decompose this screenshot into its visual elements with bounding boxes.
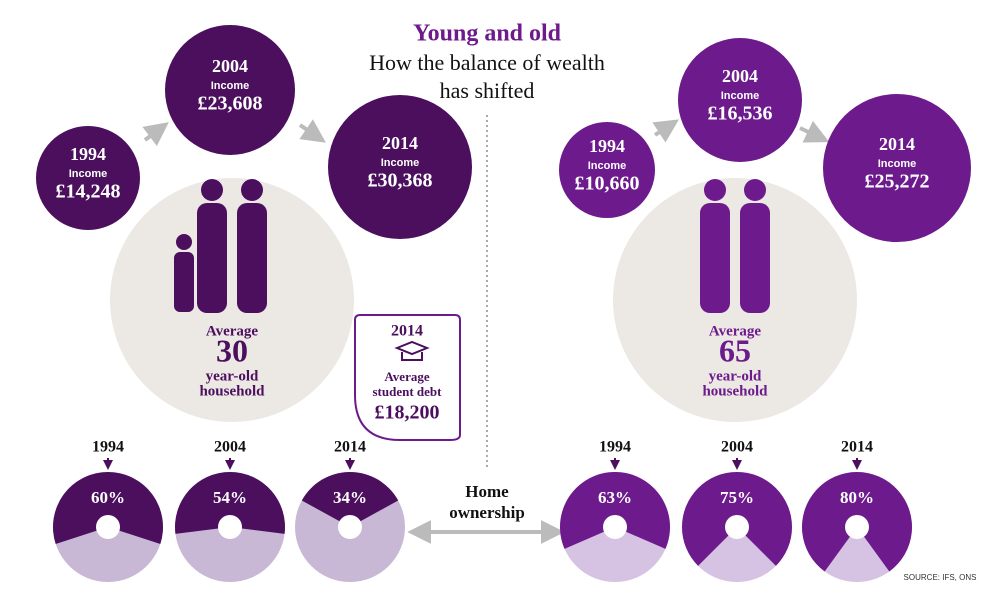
pie-label: 80% <box>840 488 874 507</box>
pie-slice <box>301 471 399 527</box>
income-year: 1994 <box>70 144 106 164</box>
silhouette <box>176 234 192 250</box>
pie-year: 2014 <box>334 439 366 456</box>
income-amount: £25,272 <box>865 171 930 193</box>
ownership-label: Home <box>465 482 509 501</box>
income-amount: £23,608 <box>198 93 263 115</box>
subtitle: How the balance of wealth <box>369 50 605 75</box>
debt-label: student debt <box>373 384 443 399</box>
pie-hole <box>603 515 627 539</box>
arrow <box>298 119 326 143</box>
household-label: year-old <box>206 368 259 384</box>
household-age: 30 <box>216 332 248 368</box>
household-circle <box>110 178 354 422</box>
silhouette <box>201 179 223 201</box>
income-circle <box>678 38 802 162</box>
income-circle <box>165 25 295 155</box>
income-circle <box>328 95 472 239</box>
household-circle <box>613 178 857 422</box>
pie-label: 54% <box>213 488 247 507</box>
pie-slice <box>52 471 163 544</box>
pie-year: 2004 <box>721 439 753 456</box>
debt-box <box>354 314 461 441</box>
pie-slice <box>560 471 671 549</box>
debt-year: 2014 <box>391 323 423 340</box>
pie-year: 2014 <box>841 439 873 456</box>
income-circle <box>559 122 655 218</box>
household-label: Average <box>206 323 259 339</box>
pie-hole <box>725 515 749 539</box>
subtitle: has shifted <box>440 78 535 103</box>
income-label: Income <box>69 168 108 180</box>
silhouette <box>241 179 263 201</box>
income-circle <box>823 94 971 242</box>
pie-label: 75% <box>720 488 754 507</box>
title: Young and old <box>413 21 562 47</box>
income-year: 2014 <box>879 134 915 154</box>
ownership-label: ownership <box>449 503 525 522</box>
income-year: 2004 <box>722 66 758 86</box>
pie-year: 2004 <box>214 439 246 456</box>
income-label: Income <box>211 80 250 92</box>
pie-hole <box>96 515 120 539</box>
income-label: Income <box>381 157 420 169</box>
pie-hole <box>845 515 869 539</box>
debt-amount: £18,200 <box>375 402 440 424</box>
pie-hole <box>218 515 242 539</box>
debt-label: Average <box>384 369 429 384</box>
arrow <box>142 122 169 147</box>
household-label: Average <box>709 323 762 339</box>
pie-label: 63% <box>598 488 632 507</box>
income-label: Income <box>878 158 917 170</box>
household-label: household <box>702 383 768 399</box>
arrow <box>799 120 830 143</box>
income-amount: £30,368 <box>368 170 433 192</box>
income-amount: £14,248 <box>56 181 121 203</box>
pie-year: 1994 <box>599 439 631 456</box>
silhouette <box>740 203 770 313</box>
arrow <box>652 119 680 143</box>
cap-icon <box>394 340 430 361</box>
income-label: Income <box>721 90 760 102</box>
household-label: year-old <box>709 368 762 384</box>
pie-year: 1994 <box>92 439 124 456</box>
silhouette <box>174 252 194 312</box>
income-amount: £16,536 <box>708 103 773 125</box>
silhouette <box>744 179 766 201</box>
source: SOURCE: IFS, ONS <box>904 573 977 582</box>
pie-slice <box>175 472 285 534</box>
income-year: 2004 <box>212 56 248 76</box>
silhouette <box>704 179 726 201</box>
pie-label: 60% <box>91 488 125 507</box>
income-label: Income <box>588 160 627 172</box>
pie-hole <box>338 515 362 539</box>
silhouette <box>197 203 227 313</box>
income-circle <box>36 126 140 230</box>
silhouette <box>237 203 267 313</box>
pie-label: 34% <box>333 488 367 507</box>
income-year: 2014 <box>382 133 418 153</box>
silhouette <box>700 203 730 313</box>
income-amount: £10,660 <box>575 173 640 195</box>
income-year: 1994 <box>589 136 625 156</box>
household-age: 65 <box>719 332 751 368</box>
household-label: household <box>199 383 265 399</box>
